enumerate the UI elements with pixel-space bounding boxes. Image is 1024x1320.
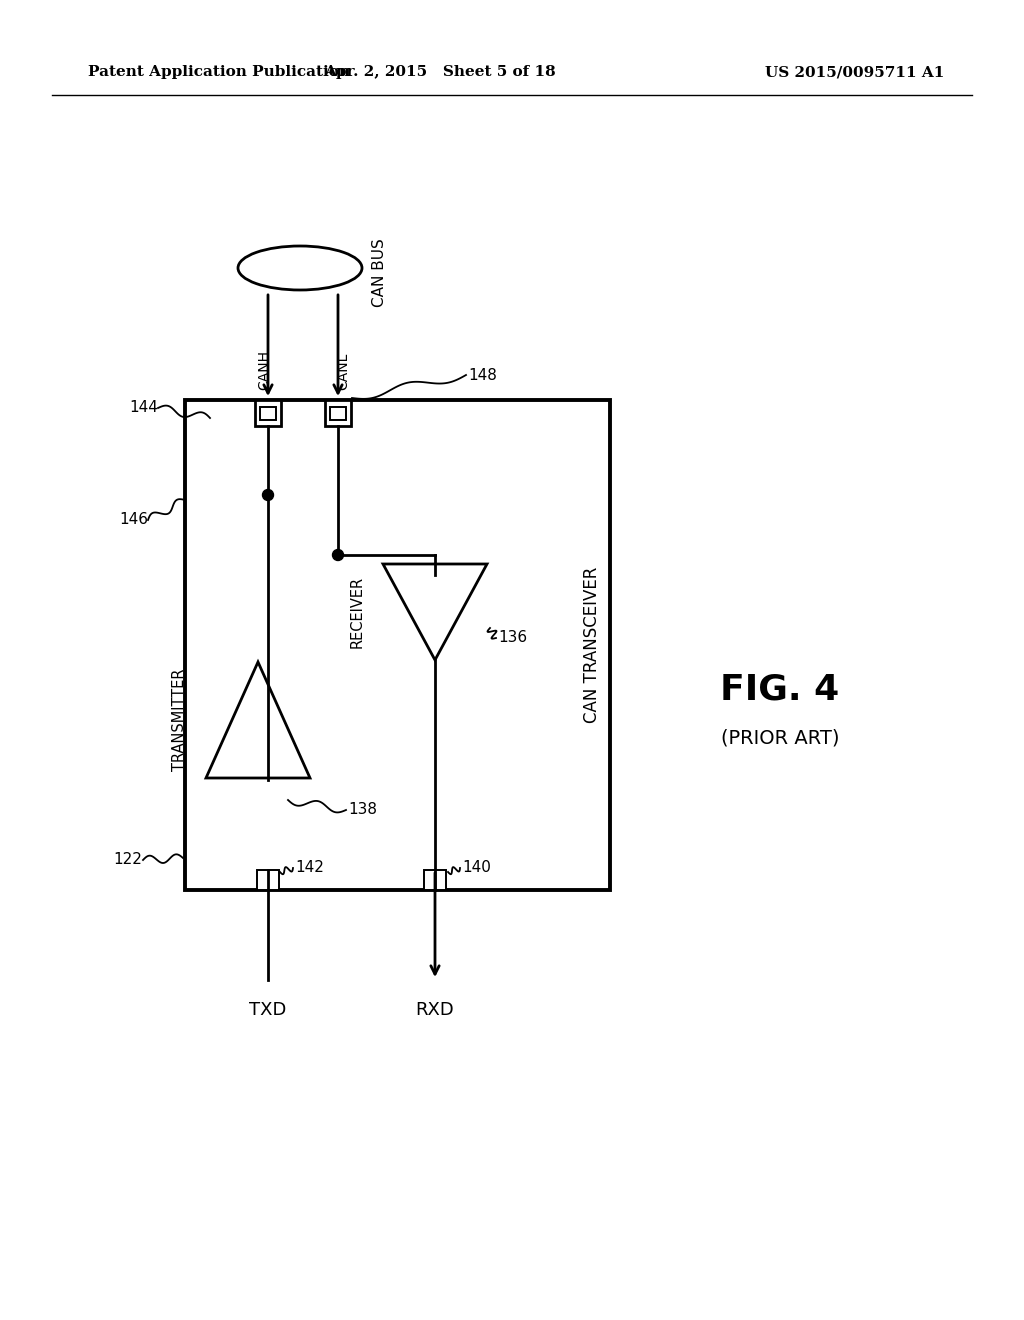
Circle shape: [262, 490, 273, 500]
Text: US 2015/0095711 A1: US 2015/0095711 A1: [765, 65, 945, 79]
Text: 136: 136: [498, 631, 527, 645]
Circle shape: [333, 549, 343, 561]
Text: 140: 140: [462, 861, 490, 875]
Text: (PRIOR ART): (PRIOR ART): [721, 729, 840, 747]
Text: FIG. 4: FIG. 4: [720, 673, 840, 708]
Text: 148: 148: [468, 367, 497, 383]
Bar: [424, 870, 446, 890]
Text: Patent Application Publication: Patent Application Publication: [88, 65, 350, 79]
Text: CANL: CANL: [336, 352, 350, 389]
Text: CAN TRANSCEIVER: CAN TRANSCEIVER: [583, 566, 601, 723]
Text: RECEIVER: RECEIVER: [349, 576, 365, 648]
Text: TXD: TXD: [249, 1001, 287, 1019]
Text: 122: 122: [113, 853, 142, 867]
Text: CAN BUS: CAN BUS: [372, 239, 387, 308]
Bar: [325, 400, 351, 426]
Text: RXD: RXD: [416, 1001, 455, 1019]
Text: 142: 142: [295, 861, 324, 875]
Text: 146: 146: [119, 512, 148, 528]
Text: CANH: CANH: [257, 350, 271, 389]
Text: TRANSMITTER: TRANSMITTER: [172, 669, 187, 771]
Bar: [330, 407, 346, 420]
Text: 138: 138: [348, 803, 377, 817]
Bar: [257, 870, 279, 890]
Bar: [260, 407, 276, 420]
Polygon shape: [383, 564, 487, 660]
Polygon shape: [206, 663, 310, 777]
Text: 144: 144: [129, 400, 158, 416]
Text: Apr. 2, 2015   Sheet 5 of 18: Apr. 2, 2015 Sheet 5 of 18: [325, 65, 556, 79]
Bar: [185, 400, 610, 890]
Ellipse shape: [238, 246, 362, 290]
Bar: [255, 400, 281, 426]
